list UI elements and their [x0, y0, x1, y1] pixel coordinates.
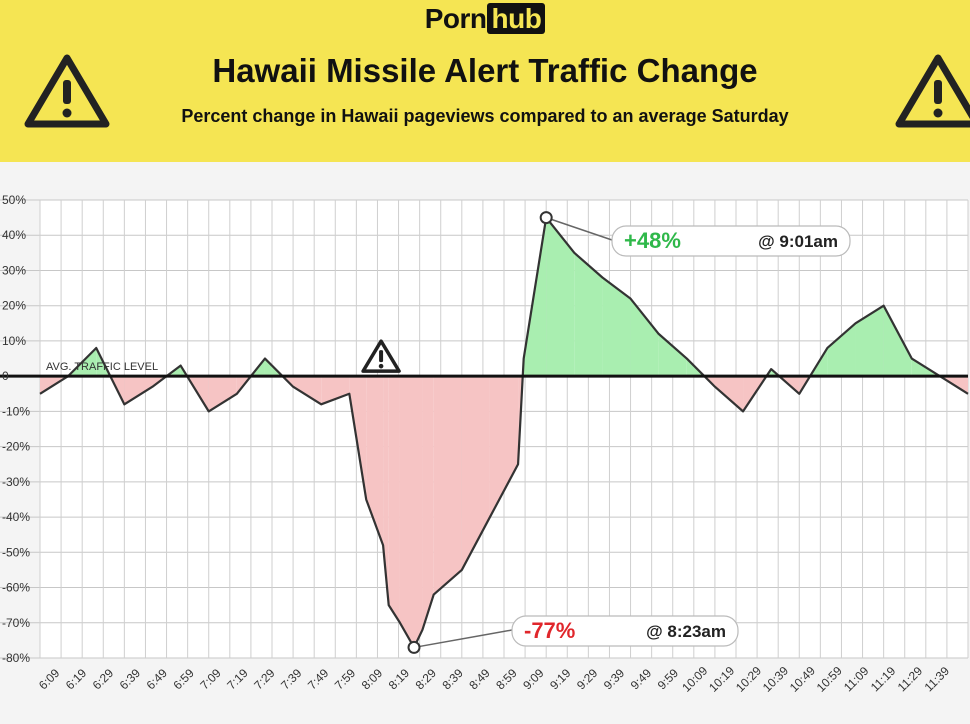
x-tick-label: 9:09 [520, 666, 547, 693]
x-tick-label: 10:59 [814, 663, 845, 694]
y-axis-ticks: 50% 40% 30% 20% 10% 0 -10% -20% -30% -40% -50% -60%… [2, 193, 30, 665]
y-tick-label: -20% [2, 440, 30, 454]
negative-area [414, 376, 423, 648]
callout-time: @ 9:01am [758, 232, 838, 251]
callout-box [511, 615, 739, 647]
callout-value: +48% [624, 228, 681, 253]
x-tick-label: 6:19 [63, 666, 90, 693]
x-tick-label: 11:09 [841, 664, 872, 695]
x-tick-label: 8:29 [413, 666, 440, 693]
traffic-chart: AVG. TRAFFIC LEVEL 50% 40% 30% 20% 10% 0 -10% -… [0, 193, 969, 695]
negative-area [489, 376, 519, 518]
negative-area [433, 376, 462, 595]
y-tick-label: 30% [2, 263, 26, 277]
logo: Porn hub [0, 2, 970, 36]
positive-area [686, 358, 705, 377]
callout-leader [413, 629, 513, 649]
trough-callout: -77% @ 8:23am [407, 615, 739, 654]
x-tick-label: 8:09 [359, 666, 386, 693]
x-tick-label: 7:59 [332, 666, 359, 693]
x-tick-label: 7:39 [278, 666, 305, 693]
y-tick-label: -60% [2, 581, 30, 595]
x-tick-label: 11:29 [895, 664, 926, 695]
logo-text-porn: Porn [424, 3, 487, 34]
chart-title: Hawaii Missile Alert Traffic Change [212, 52, 758, 89]
y-tick-label: -80% [2, 651, 30, 665]
x-tick-label: 8:59 [493, 666, 520, 693]
positive-area [574, 252, 603, 377]
x-tick-label: 11:39 [922, 664, 953, 695]
y-tick-label: -50% [2, 545, 30, 559]
logo-text-hub: hub [487, 3, 546, 34]
x-tick-label: 9:29 [574, 666, 601, 693]
x-tick-label: 9:39 [601, 666, 628, 693]
x-tick-label: 9:59 [655, 666, 682, 693]
y-tick-label: 50% [2, 193, 26, 207]
y-tick-label: 0 [2, 369, 9, 383]
y-tick-label: 40% [2, 228, 26, 242]
callout-time: @ 8:23am [646, 622, 726, 641]
chart-annotations: +48% @ 9:01am -77% @ 8:23am [407, 211, 851, 654]
positive-area [883, 305, 912, 377]
x-tick-label: 10:09 [679, 663, 710, 694]
chart-subtitle: Percent change in Hawaii pageviews compa… [181, 106, 789, 126]
negative-area [422, 376, 434, 630]
chart-baseline: AVG. TRAFFIC LEVEL [0, 339, 968, 378]
negative-area [293, 376, 322, 405]
callout-value: -77% [524, 618, 575, 643]
y-tick-label: -70% [2, 616, 30, 630]
positive-area [827, 323, 856, 377]
x-tick-label: 6:29 [90, 666, 117, 693]
x-tick-label: 10:29 [733, 663, 764, 694]
callout-marker [539, 211, 553, 225]
negative-area [208, 376, 237, 412]
warning-triangle-icon [895, 54, 970, 128]
callout-marker [407, 640, 421, 654]
baseline-label: AVG. TRAFFIC LEVEL [46, 361, 158, 373]
positive-area [630, 298, 659, 377]
x-tick-label: 8:49 [466, 666, 493, 693]
x-tick-label: 8:39 [439, 666, 466, 693]
negative-area [399, 376, 415, 648]
x-axis-ticks: 6:09 6:19 6:29 6:39 6:49 6:59 7:09 7:19 7:29 7:39… [36, 663, 952, 694]
warning-triangle-icon [24, 54, 110, 128]
negative-area [383, 376, 389, 606]
warning-triangle-icon [361, 339, 401, 373]
negative-area [366, 376, 384, 546]
x-tick-label: 7:49 [305, 666, 332, 693]
x-tick-label: 7:09 [197, 666, 224, 693]
negative-area [714, 376, 744, 412]
positive-area [602, 277, 631, 377]
positive-area [855, 305, 884, 377]
y-tick-label: -40% [2, 510, 30, 524]
x-tick-label: 10:19 [706, 663, 737, 694]
x-tick-label: 6:09 [36, 666, 63, 693]
y-tick-label: 10% [2, 334, 26, 348]
x-tick-label: 6:39 [117, 666, 144, 693]
x-tick-label: 11:19 [868, 664, 899, 695]
positive-area [658, 333, 687, 377]
y-tick-label: 20% [2, 299, 26, 313]
negative-area [124, 376, 153, 405]
x-tick-label: 9:19 [547, 666, 574, 693]
x-tick-label: 7:29 [251, 666, 278, 693]
x-tick-label: 10:49 [787, 663, 818, 694]
negative-area [388, 376, 400, 623]
header-banner: Porn hub Hawaii Missile Alert Traffic Cha… [0, 0, 970, 162]
y-tick-label: -30% [2, 475, 30, 489]
y-tick-label: -10% [2, 404, 30, 418]
negative-area [321, 376, 350, 405]
callout-leader [545, 216, 613, 241]
x-tick-label: 7:19 [224, 666, 251, 693]
positive-area [546, 217, 575, 377]
x-tick-label: 8:19 [386, 666, 413, 693]
callout-box [611, 225, 851, 257]
x-tick-label: 6:59 [170, 666, 197, 693]
x-tick-label: 9:49 [628, 666, 655, 693]
x-tick-label: 10:39 [760, 663, 791, 694]
x-tick-label: 6:49 [144, 666, 171, 693]
peak-callout: +48% @ 9:01am [539, 211, 851, 257]
negative-area [461, 376, 490, 570]
